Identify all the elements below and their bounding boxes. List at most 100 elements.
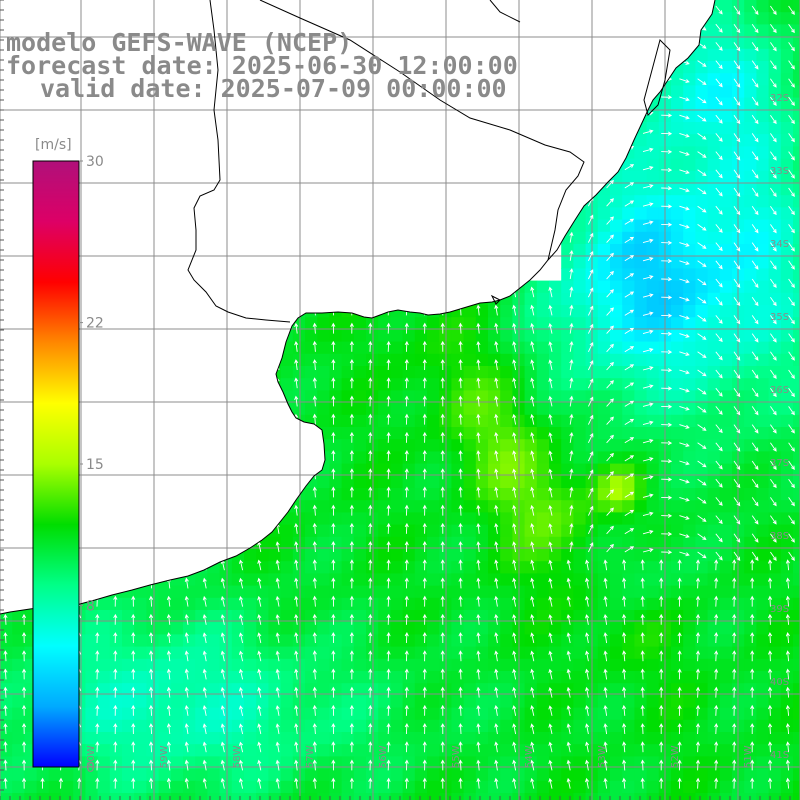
wind-speed-cell [231, 549, 245, 562]
wind-arrow [184, 359, 189, 371]
wind-speed-cell [414, 475, 428, 489]
wind-speed-cell [756, 280, 770, 294]
wind-speed-cell [85, 707, 99, 721]
wind-arrow [238, 304, 244, 316]
wind-speed-cell [341, 488, 355, 501]
wind-speed-cell [207, 732, 221, 745]
wind-speed-cell [597, 341, 611, 355]
wind-speed-cell [341, 793, 355, 800]
wind-speed-cell [292, 341, 306, 355]
wind-speed-cell [109, 414, 123, 428]
wind-speed-cell [780, 219, 794, 233]
wind-speed-cell [353, 451, 367, 465]
wind-speed-cell [134, 463, 147, 477]
wind-speed-cell [341, 536, 355, 550]
wind-speed-cell [719, 500, 733, 513]
wind-speed-cell [122, 341, 135, 355]
wind-speed-cell [353, 317, 367, 330]
wind-arrow [238, 468, 244, 480]
wind-speed-cell [768, 85, 782, 99]
wind-speed-cell [744, 36, 757, 50]
wind-speed-cell [134, 671, 147, 684]
wind-speed-cell [402, 402, 416, 416]
wind-speed-cell [207, 414, 221, 428]
wind-speed-cell [695, 0, 709, 13]
wind-speed-cell [744, 402, 757, 416]
wind-speed-cell [292, 451, 306, 465]
wind-speed-cell [402, 573, 416, 587]
wind-speed-cell [524, 512, 538, 526]
wind-speed-cell [622, 329, 635, 343]
wind-speed-cell [707, 97, 721, 111]
wind-speed-cell [780, 512, 794, 526]
wind-speed-cell [207, 366, 221, 379]
wind-speed-cell [671, 183, 684, 196]
wind-speed-cell [329, 658, 343, 672]
wind-speed-cell [671, 280, 684, 294]
wind-speed-cell [366, 463, 379, 477]
wind-speed-cell [780, 353, 794, 367]
wind-speed-cell [634, 512, 648, 526]
wind-speed-cell [170, 390, 184, 404]
wind-speed-cell [97, 573, 111, 587]
wind-speed-cell [353, 695, 367, 709]
wind-speed-cell [610, 439, 623, 452]
wind-speed-cell [329, 549, 343, 562]
wind-speed-cell [793, 268, 800, 282]
wind-speed-cell [317, 597, 330, 611]
wind-speed-cell [378, 707, 391, 721]
wind-speed-cell [402, 317, 416, 330]
wind-speed-cell [744, 475, 757, 489]
wind-speed-cell [207, 524, 221, 538]
wind-speed-cell [353, 646, 367, 660]
wind-speed-cell [134, 475, 147, 489]
wind-speed-cell [597, 12, 611, 25]
wind-arrow [131, 395, 136, 407]
wind-speed-cell [256, 292, 269, 306]
wind-speed-cell [244, 402, 257, 416]
wind-speed-cell [671, 597, 684, 611]
wind-speed-cell [427, 793, 440, 800]
wind-speed-cell [597, 707, 611, 721]
wind-speed-cell [146, 488, 160, 501]
wind-speed-cell [646, 231, 660, 245]
wind-speed-cell [756, 622, 770, 635]
wind-speed-cell [134, 646, 147, 660]
wind-speed-cell [231, 402, 245, 416]
wind-speed-cell [109, 390, 123, 404]
wind-arrow [22, 304, 27, 316]
wind-speed-cell [634, 402, 648, 416]
wind-speed-cell [573, 280, 587, 294]
wind-speed-cell [768, 500, 782, 513]
wind-speed-cell [280, 439, 294, 452]
wind-speed-cell [402, 292, 416, 306]
wind-speed-cell [158, 512, 172, 526]
wind-arrow [238, 432, 244, 443]
wind-speed-cell [707, 732, 721, 745]
wind-speed-cell [292, 329, 306, 343]
wind-speed-cell [719, 61, 733, 74]
wind-speed-cell [256, 622, 269, 635]
wind-speed-cell [231, 768, 245, 782]
wind-speed-cell [158, 561, 172, 574]
wind-speed-cell [610, 85, 623, 99]
wind-arrow [22, 522, 27, 534]
wind-speed-cell [427, 549, 440, 562]
wind-speed-cell [622, 793, 635, 800]
wind-speed-cell [170, 341, 184, 355]
wind-speed-cell [244, 451, 257, 465]
wind-arrow [131, 468, 136, 480]
wind-speed-cell [488, 463, 501, 477]
wind-speed-cell [390, 585, 404, 599]
wind-speed-cell [634, 719, 648, 733]
wind-speed-cell [719, 280, 733, 294]
wind-speed-cell [646, 671, 660, 684]
wind-speed-cell [524, 451, 538, 465]
wind-speed-cell [292, 305, 306, 318]
wind-speed-cell [695, 280, 709, 294]
wind-speed-cell [366, 597, 379, 611]
wind-speed-cell [793, 109, 800, 123]
wind-speed-cell [390, 402, 404, 416]
wind-speed-cell [707, 671, 721, 684]
wind-speed-cell [707, 402, 721, 416]
